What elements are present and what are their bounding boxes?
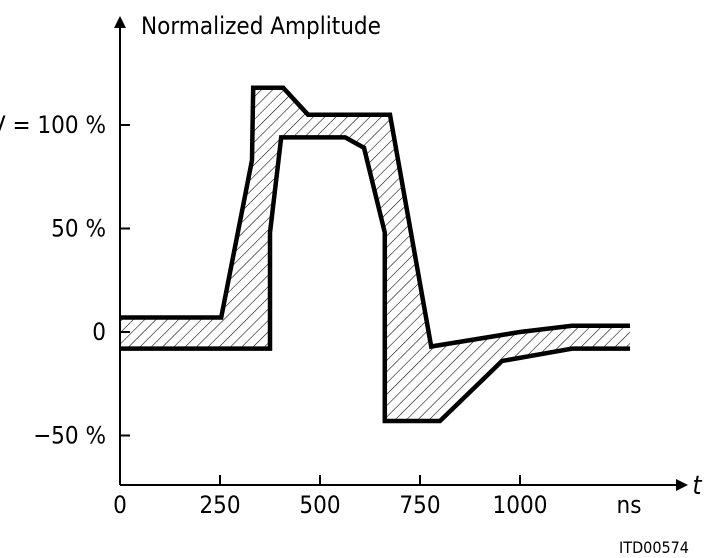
x-axis-label: t <box>692 471 702 501</box>
upper-limit-line <box>120 85 630 350</box>
x-tick-label: 500 <box>299 491 340 519</box>
x-tick-label: 750 <box>399 491 440 519</box>
x-tick-label: 250 <box>199 491 240 519</box>
y-tick-label: 0 <box>92 318 106 346</box>
x-ticks: 0 250 500 750 1000 <box>113 475 547 519</box>
x-axis-arrow-icon <box>676 479 688 491</box>
y-tick-label: 50 % <box>51 215 106 243</box>
y-axis-arrow-icon <box>114 16 126 28</box>
lower-limit-line <box>120 135 630 424</box>
figure-id-label: ITD00574 <box>619 538 689 557</box>
tolerance-band-hatch <box>120 87 630 421</box>
x-tick-label: 1000 <box>493 491 548 519</box>
y-tick-label: V = 100 % <box>0 111 106 139</box>
x-unit-label: ns <box>617 491 642 519</box>
y-axis-label: Normalized Amplitude <box>141 12 381 40</box>
x-tick-label: 0 <box>113 491 127 519</box>
y-ticks: −50 % 0 50 % V = 100 % <box>0 111 130 450</box>
y-tick-label: −50 % <box>33 422 106 450</box>
